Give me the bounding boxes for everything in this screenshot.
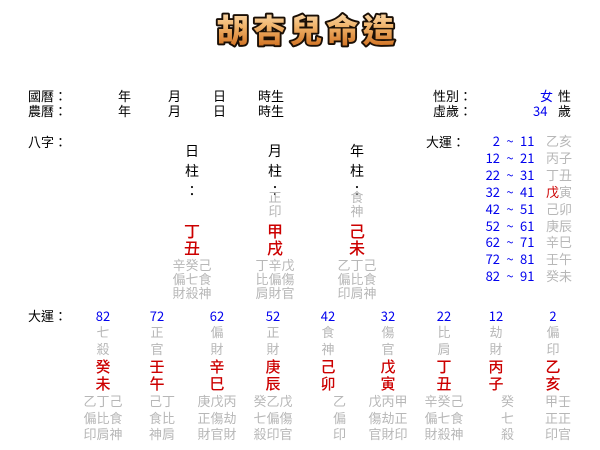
svg-text:胡杏兒命造: 胡杏兒命造	[217, 8, 400, 52]
